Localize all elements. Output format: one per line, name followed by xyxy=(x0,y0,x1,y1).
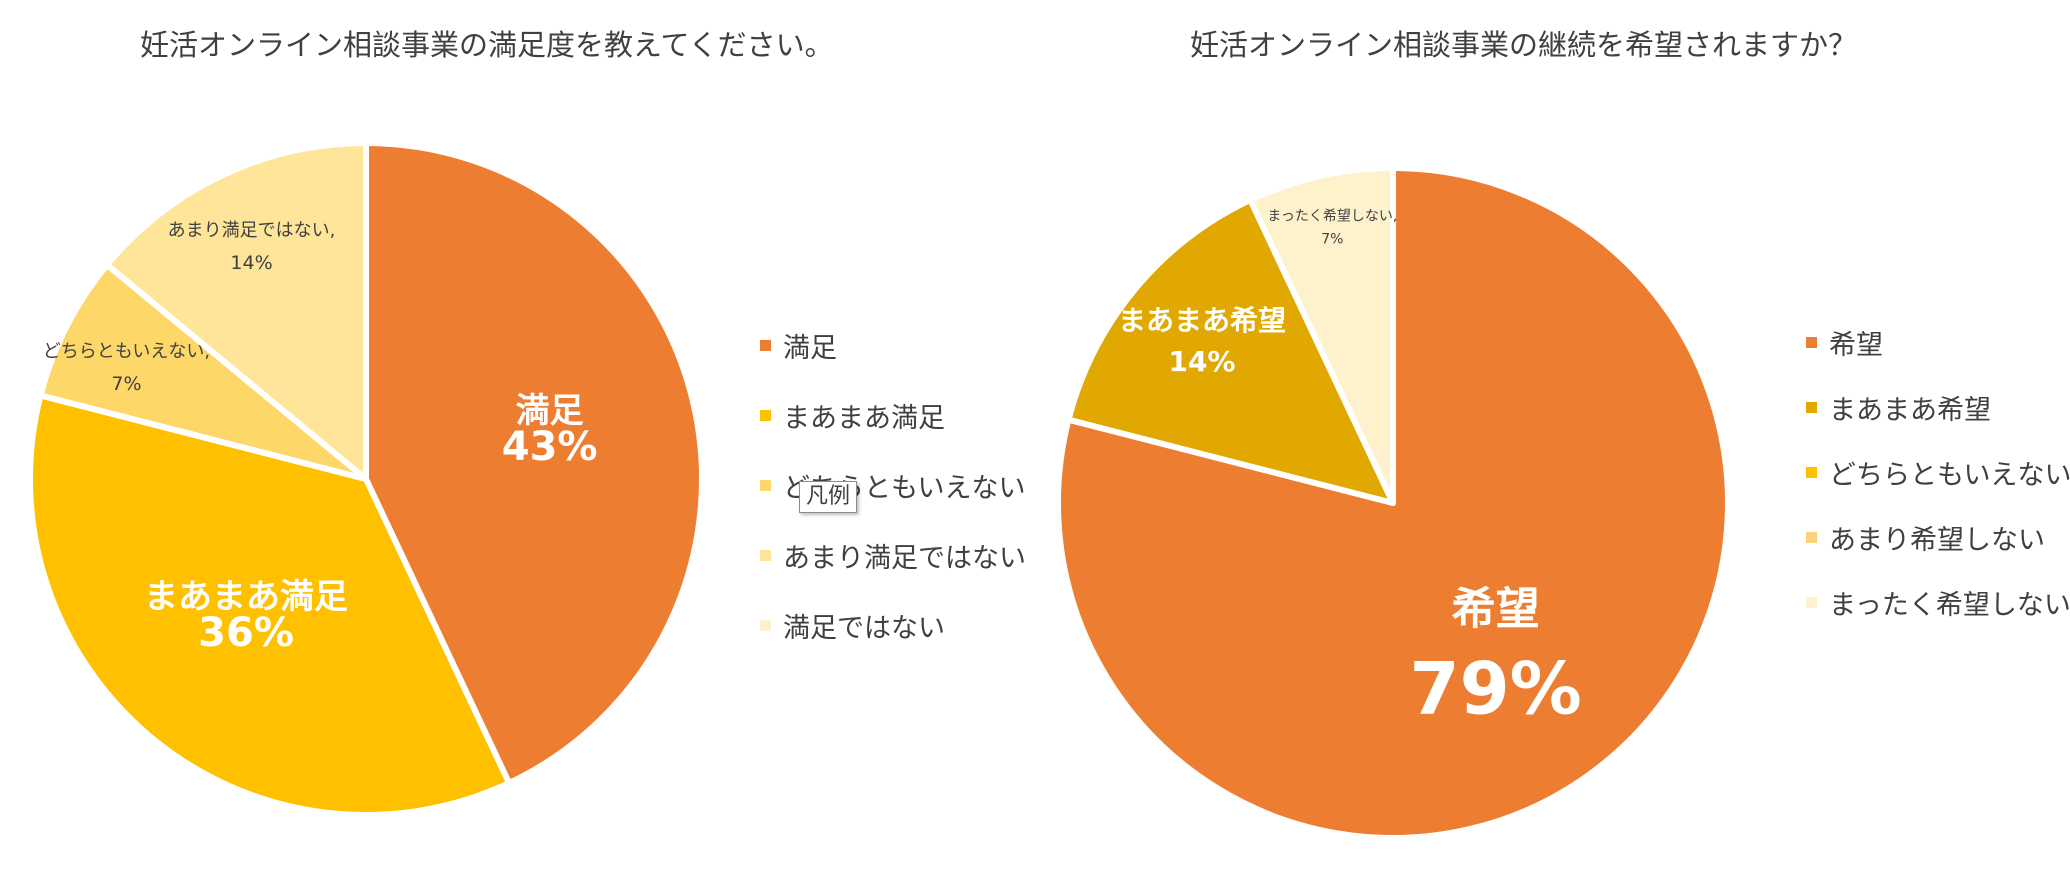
legend-label: どちらともいえない xyxy=(1829,460,2070,491)
legend-swatch xyxy=(1806,532,1817,543)
slice-label-not-at-all: まったく希望しない, xyxy=(1267,209,1397,225)
legend-item[interactable]: まったく希望しない xyxy=(1806,570,2070,635)
pie-slice-not-at-all[interactable] xyxy=(1247,165,1396,506)
legend-swatch xyxy=(760,479,771,491)
chart-2-legend[interactable]: 希望まあまあ希望どちらともいえない あまり希望しない まったく希望しない xyxy=(1806,310,2070,635)
legend-label: まったく希望しない xyxy=(1829,590,2070,621)
legend-swatch xyxy=(1806,337,1817,348)
pie-slice-neutral[interactable] xyxy=(37,261,369,482)
legend-item[interactable]: どちらともいえない xyxy=(1806,440,2070,505)
legend-label: 希望 xyxy=(1829,330,1883,361)
pie-slice-satisfied[interactable] xyxy=(363,140,705,787)
legend-label: 満足 xyxy=(783,332,837,364)
chart-2-title: 妊活オンライン相談事業の継続を希望されますか？ xyxy=(1190,28,1858,62)
pie-slice-somewhat-satisfied[interactable] xyxy=(27,392,513,818)
slice-value-satisfied: 43% xyxy=(502,424,598,470)
legend-label: あまり希望しない xyxy=(1829,525,2045,556)
legend-item[interactable]: 満足 xyxy=(760,310,1026,380)
legend-swatch xyxy=(1806,597,1817,608)
legend-item[interactable]: あまり満足ではない xyxy=(760,520,1026,590)
slice-value-somewhat-want: 14% xyxy=(1168,345,1235,378)
legend-label: 満足ではない xyxy=(783,612,945,644)
legend-swatch xyxy=(1806,467,1817,478)
legend-swatch xyxy=(760,409,771,421)
legend-label: まあまあ満足 xyxy=(783,402,945,434)
slice-label-want-continue: 希望 xyxy=(1452,583,1540,634)
slice-label-not-very-satisfied: あまり満足ではない, xyxy=(168,220,336,241)
slice-value-somewhat-satisfied: 36% xyxy=(198,610,294,656)
slice-label-satisfied: 満足 xyxy=(516,391,584,431)
pie-slice-somewhat-want[interactable] xyxy=(1065,196,1396,506)
slice-label-neutral: どちらともいえない, xyxy=(43,341,210,362)
legend-item[interactable]: 希望 xyxy=(1806,310,2070,375)
legend-item[interactable]: まあまあ満足 xyxy=(760,380,1026,450)
legend-swatch xyxy=(760,619,771,631)
chart-1-title: 妊活オンライン相談事業の満足度を教えてください。 xyxy=(140,28,834,62)
legend-item[interactable]: 満足ではない xyxy=(760,590,1026,660)
pie-slice-not-very-satisfied[interactable] xyxy=(104,140,369,482)
legend-label: まあまあ希望 xyxy=(1829,395,1991,426)
legend-tooltip: 凡例 xyxy=(799,481,858,513)
pie-chart-continuation[interactable]: 希望 79% まあまあ希望 14% まったく希望しない, 7% xyxy=(1055,165,1731,841)
slice-value-not-very-satisfied: 14% xyxy=(230,252,272,274)
legend-item[interactable]: まあまあ希望 xyxy=(1806,375,2070,440)
slice-label-somewhat-want: まあまあ希望 xyxy=(1118,304,1286,337)
chart-1-legend[interactable]: 満足 まあまあ満足 どちらともいえない あまり満足ではない 満足ではない xyxy=(760,310,1026,660)
legend-item[interactable]: あまり希望しない xyxy=(1806,505,2070,570)
legend-swatch xyxy=(1806,402,1817,413)
legend-swatch xyxy=(760,549,771,561)
slice-value-neutral: 7% xyxy=(111,373,141,395)
legend-label: あまり満足ではない xyxy=(783,542,1026,574)
legend-swatch xyxy=(760,339,771,351)
slice-value-not-at-all: 7% xyxy=(1321,232,1343,248)
slice-label-somewhat-satisfied: まあまあ満足 xyxy=(144,577,348,617)
slice-value-want-continue: 79% xyxy=(1409,646,1581,730)
